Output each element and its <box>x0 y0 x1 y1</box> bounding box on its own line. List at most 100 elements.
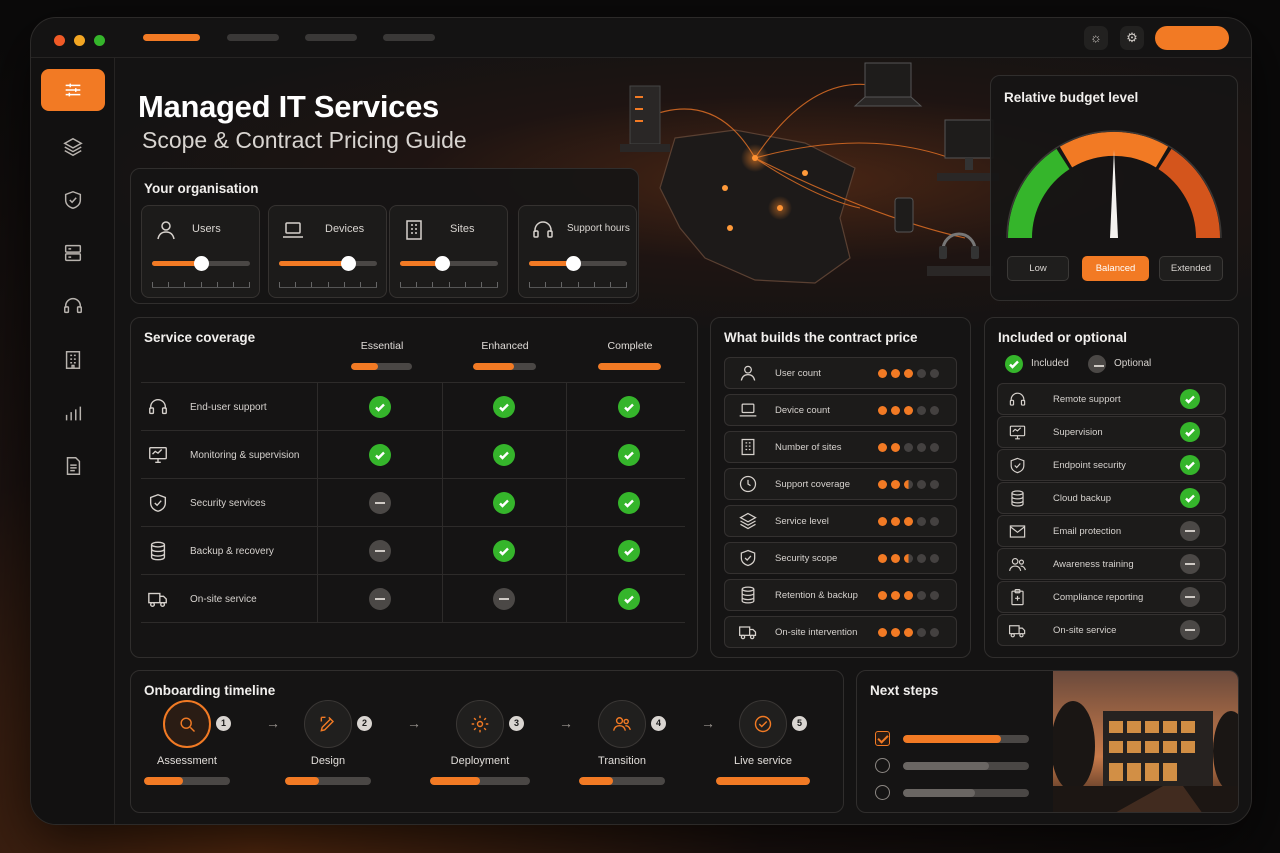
slider-thumb[interactable] <box>435 256 451 271</box>
budget-title: Relative budget level <box>1004 90 1139 105</box>
database-icon <box>150 541 166 561</box>
included-service-row: Cloud backup <box>997 482 1226 514</box>
slider-thumb[interactable] <box>194 256 209 271</box>
users-slider[interactable] <box>152 256 250 271</box>
included-service-row: On-site service <box>997 614 1226 646</box>
shield-icon <box>64 190 82 210</box>
sidebar-item-documents[interactable] <box>41 445 105 487</box>
minimize-window-button[interactable] <box>74 35 85 46</box>
page-subtitle: Scope & Contract Pricing Guide <box>142 127 467 153</box>
tab-4[interactable] <box>383 34 435 41</box>
unchecked-radio-icon[interactable] <box>875 758 890 773</box>
org-card-users: Users <box>141 205 260 298</box>
headset-icon <box>533 221 553 238</box>
gear-icon[interactable]: ⚙ <box>1120 26 1144 50</box>
budget-low-button[interactable]: Low <box>1007 256 1069 281</box>
pricing-factor-row: User count <box>724 357 957 389</box>
weight-dot <box>904 480 913 489</box>
sun-icon[interactable]: ☼ <box>1084 26 1108 50</box>
sidebar-item-services[interactable] <box>41 126 105 168</box>
onboarding-timeline-panel: Onboarding timeline 1 Assessment → 2 Design →… <box>130 670 844 813</box>
weight-dot <box>917 517 926 526</box>
headset-icon <box>149 399 167 415</box>
weight-dot <box>917 480 926 489</box>
weight-dot <box>878 554 887 563</box>
weight-dot <box>917 554 926 563</box>
org-card-support-hours: Support hours <box>518 205 637 298</box>
optional-legend-icon <box>1088 355 1106 373</box>
truck-icon <box>148 592 167 608</box>
check-icon <box>754 715 772 733</box>
building-icon <box>741 438 755 456</box>
timeline-step-2[interactable] <box>304 700 352 748</box>
shield-icon <box>740 549 756 567</box>
laptop-icon <box>739 403 757 417</box>
pricing-factor-label: Support coverage <box>775 479 850 490</box>
step-label: Design <box>310 755 346 767</box>
primary-action-button[interactable] <box>1155 26 1229 50</box>
included-service-label: Endpoint security <box>1053 460 1126 471</box>
office-building-photo <box>1053 671 1238 812</box>
coverage-row: Security services <box>141 478 685 526</box>
org-label: Users <box>192 223 221 235</box>
weight-dot <box>891 406 900 415</box>
included-check-icon <box>1180 389 1200 409</box>
sidebar-item-support[interactable] <box>41 285 105 327</box>
step-progress-bar <box>716 777 810 785</box>
org-label: Devices <box>325 223 365 235</box>
tab-2[interactable] <box>227 34 279 41</box>
sidebar-item-reports[interactable] <box>41 392 105 434</box>
coverage-row: On-site service <box>141 574 685 622</box>
step-number: 5 <box>792 716 807 731</box>
pricing-factor-row: Number of sites <box>724 431 957 463</box>
timeline-step-4[interactable] <box>598 700 646 748</box>
weight-dot <box>930 406 939 415</box>
maximize-window-button[interactable] <box>94 35 105 46</box>
weight-dot <box>930 628 939 637</box>
sidebar-item-sites[interactable] <box>41 339 105 381</box>
optional-dash-icon <box>1180 521 1200 541</box>
optional-dash-icon <box>1180 587 1200 607</box>
people-icon <box>612 717 632 731</box>
sidebar-item-servers[interactable] <box>41 232 105 274</box>
sidebar-item-security[interactable] <box>41 179 105 221</box>
slider-thumb[interactable] <box>566 256 582 271</box>
tab-3[interactable] <box>305 34 357 41</box>
checked-checkbox-icon[interactable] <box>875 731 890 746</box>
support-hours-slider[interactable] <box>529 256 627 271</box>
close-window-button[interactable] <box>54 35 65 46</box>
next-steps-title: Next steps <box>870 683 939 698</box>
weight-dot <box>878 443 887 452</box>
devices-slider[interactable] <box>279 256 377 271</box>
tab-1[interactable] <box>143 34 200 41</box>
arrow-right-icon: → <box>701 715 715 731</box>
budget-extended-button[interactable]: Extended <box>1159 256 1223 281</box>
slider-ticks <box>279 282 378 288</box>
building-icon <box>65 351 81 369</box>
shield-icon <box>1010 457 1025 474</box>
timeline-step-3[interactable] <box>456 700 504 748</box>
sidebar-item-settings[interactable] <box>41 69 105 111</box>
timeline-step-1[interactable] <box>163 700 211 748</box>
step-progress-bar <box>144 777 230 785</box>
coverage-row-label: End-user support <box>190 402 267 413</box>
coverage-row: Monitoring & supervision <box>141 430 685 478</box>
included-check-icon <box>369 396 391 418</box>
sidebar <box>31 58 115 824</box>
monitor-icon <box>149 446 167 464</box>
weight-dot <box>891 443 900 452</box>
budget-balanced-button[interactable]: Balanced <box>1082 256 1149 281</box>
weight-dot <box>904 554 913 563</box>
step-number: 3 <box>509 716 524 731</box>
gear-icon <box>471 715 489 733</box>
clock-icon <box>739 475 757 493</box>
included-check-icon <box>618 492 640 514</box>
timeline-step-5[interactable] <box>739 700 787 748</box>
included-panel: Included or optional Included Optional R… <box>984 317 1239 658</box>
sites-slider[interactable] <box>400 256 498 271</box>
unchecked-radio-icon[interactable] <box>875 785 890 800</box>
database-icon <box>741 586 755 604</box>
slider-thumb[interactable] <box>340 256 356 271</box>
building-icon <box>406 220 422 240</box>
service-coverage-panel: Service coverage Essential Enhanced Comp… <box>130 317 698 658</box>
